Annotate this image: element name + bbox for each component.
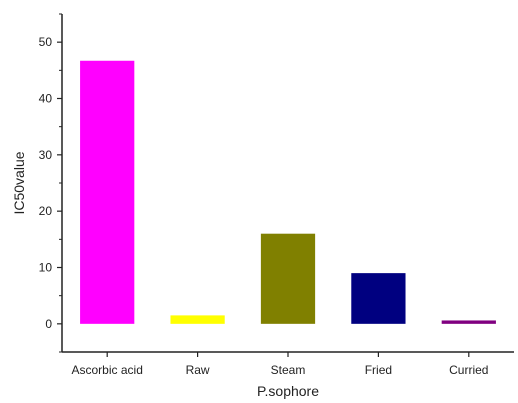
- x-tick-label: Curried: [449, 363, 488, 377]
- bar-raw: [170, 315, 225, 324]
- bar-ascorbic-acid: [80, 60, 135, 324]
- bar-fried: [351, 273, 406, 324]
- bar-steam: [260, 233, 316, 324]
- y-tick-label: 50: [39, 35, 53, 49]
- bars: [80, 60, 496, 324]
- y-tick-label: 10: [39, 261, 53, 275]
- x-tick-label: Steam: [271, 363, 306, 377]
- bar-curried: [441, 320, 496, 324]
- x-tick-label: Ascorbic acid: [72, 363, 143, 377]
- y-tick-label: 40: [39, 92, 53, 106]
- y-tick-label: 20: [39, 204, 53, 218]
- y-tick-label: 30: [39, 148, 53, 162]
- y-axis-title: IC50value: [11, 151, 27, 214]
- x-tick-label: Raw: [186, 363, 210, 377]
- x-tick-label: Fried: [365, 363, 392, 377]
- x-axis-title: P.sophore: [257, 383, 319, 399]
- y-tick-label: 0: [45, 317, 52, 331]
- x-ticks: Ascorbic acid Raw Steam Fried Curried: [72, 352, 488, 377]
- y-ticks: 0 10 20 30 40 50: [39, 13, 62, 353]
